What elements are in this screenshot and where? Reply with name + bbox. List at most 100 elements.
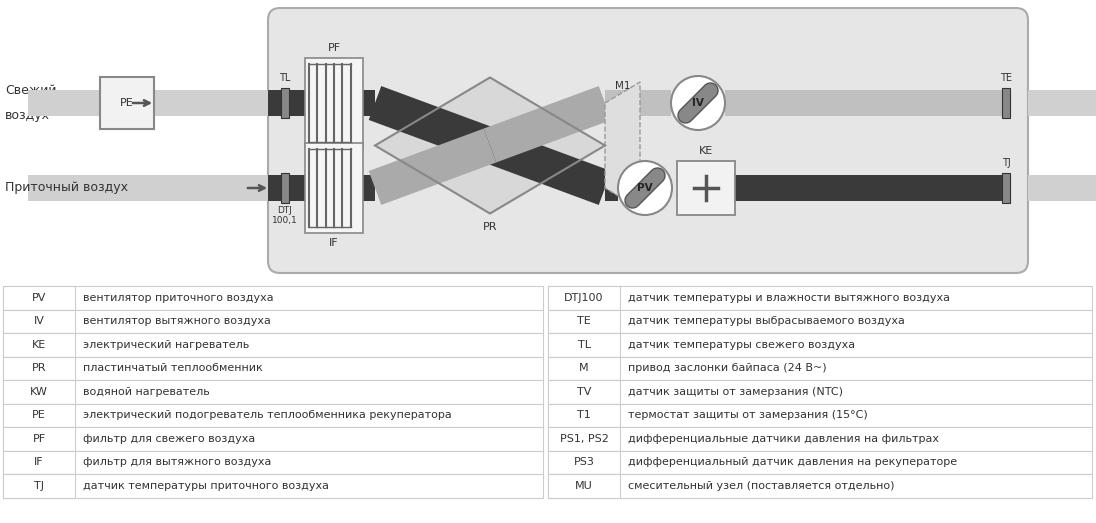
Text: IF: IF [329, 238, 339, 248]
Bar [677, 175, 735, 201]
Text: вентилятор вытяжного воздуха: вентилятор вытяжного воздуха [83, 316, 271, 326]
Text: PR: PR [482, 222, 498, 232]
Bar [1002, 173, 1011, 203]
Bar [3, 450, 543, 474]
Bar [28, 90, 100, 116]
Text: дифференциальный датчик давления на рекуператоре: дифференциальный датчик давления на реку… [628, 457, 957, 467]
Bar [305, 175, 363, 201]
Bar [305, 58, 363, 148]
Bar [3, 404, 75, 427]
Text: водяной нагреватель: водяной нагреватель [83, 386, 209, 397]
FancyBboxPatch shape [269, 8, 1028, 273]
Bar [3, 357, 543, 380]
Polygon shape [605, 82, 640, 209]
Text: термостат защиты от замерзания (15°C): термостат защиты от замерзания (15°C) [628, 410, 868, 420]
Bar [1028, 90, 1096, 116]
Bar [605, 90, 671, 116]
Circle shape [618, 161, 672, 215]
Bar [677, 161, 735, 215]
Text: IV: IV [692, 98, 704, 108]
Text: IV: IV [34, 316, 45, 326]
Bar [548, 310, 620, 333]
Bar [548, 427, 1092, 450]
Bar [3, 404, 543, 427]
Bar [3, 333, 543, 357]
Circle shape [671, 76, 724, 130]
Text: KW: KW [30, 386, 48, 397]
Bar [3, 474, 75, 497]
Bar [548, 357, 1092, 380]
Text: TJ: TJ [1002, 158, 1011, 168]
Text: датчик температуры выбрасываемого воздуха: датчик температуры выбрасываемого воздух… [628, 316, 905, 326]
Text: TL: TL [279, 73, 290, 83]
Text: PS1, PS2: PS1, PS2 [560, 434, 608, 444]
Text: PE: PE [121, 98, 134, 108]
Text: DTJ100: DTJ100 [564, 293, 604, 303]
Bar [3, 357, 75, 380]
Bar [269, 90, 323, 116]
Text: TL: TL [578, 340, 591, 350]
Text: TJ: TJ [34, 481, 44, 491]
Text: DTJ
100,1: DTJ 100,1 [272, 206, 298, 225]
Text: TV: TV [576, 386, 591, 397]
Bar [3, 427, 543, 450]
Bar [281, 88, 289, 118]
Text: электрический подогреватель теплообменника рекуператора: электрический подогреватель теплообменни… [83, 410, 452, 420]
Bar [3, 310, 543, 333]
Bar [548, 450, 1092, 474]
Text: вентилятор приточного воздуха: вентилятор приточного воздуха [83, 293, 274, 303]
Text: датчик температуры приточного воздуха: датчик температуры приточного воздуха [83, 481, 329, 491]
Bar [548, 357, 620, 380]
Text: KE: KE [32, 340, 46, 350]
Text: T1: T1 [578, 410, 591, 420]
Bar [28, 90, 100, 116]
Bar [3, 333, 75, 357]
Text: IF: IF [34, 457, 44, 467]
Polygon shape [375, 77, 605, 213]
Bar [100, 77, 155, 129]
Bar [281, 173, 289, 203]
Bar [548, 404, 620, 427]
Text: PF: PF [33, 434, 46, 444]
Bar [735, 175, 1002, 201]
Bar [548, 333, 1092, 357]
Text: фильтр для вытяжного воздуха: фильтр для вытяжного воздуха [83, 457, 272, 467]
Text: воздух: воздух [5, 109, 50, 122]
Bar [3, 450, 75, 474]
Text: датчик температуры свежего воздуха: датчик температуры свежего воздуха [628, 340, 855, 350]
Text: пластинчатый теплообменник: пластинчатый теплообменник [83, 363, 263, 373]
Text: PV: PV [637, 183, 653, 193]
Bar [363, 175, 375, 201]
Bar [3, 474, 543, 497]
Text: датчик защиты от замерзания (NTC): датчик защиты от замерзания (NTC) [628, 386, 843, 397]
Text: PE: PE [32, 410, 46, 420]
Text: электрический нагреватель: электрический нагреватель [83, 340, 249, 350]
Bar [3, 427, 75, 450]
Text: Свежий: Свежий [5, 84, 57, 97]
Bar [3, 286, 75, 310]
Text: PF: PF [328, 43, 341, 53]
Bar [3, 310, 75, 333]
Bar [548, 286, 1092, 310]
Text: TE: TE [578, 316, 591, 326]
Bar [3, 286, 543, 310]
Text: датчик температуры и влажности вытяжного воздуха: датчик температуры и влажности вытяжного… [628, 293, 950, 303]
Text: TE: TE [1000, 73, 1012, 83]
Text: PR: PR [32, 363, 46, 373]
Text: Приточный воздух: Приточный воздух [5, 181, 128, 195]
Bar [548, 333, 620, 357]
Text: смесительный узел (поставляется отдельно): смесительный узел (поставляется отдельно… [628, 481, 894, 491]
Bar [363, 90, 375, 116]
Text: фильтр для свежего воздуха: фильтр для свежего воздуха [83, 434, 255, 444]
Bar [155, 90, 269, 116]
Bar [548, 380, 1092, 404]
Text: M1: M1 [615, 81, 630, 91]
Bar [3, 380, 75, 404]
Bar [548, 427, 620, 450]
Bar [1028, 175, 1096, 201]
Text: PS3: PS3 [573, 457, 594, 467]
Bar [3, 380, 543, 404]
Bar [548, 450, 620, 474]
Bar [28, 175, 270, 201]
Bar [548, 474, 1092, 497]
